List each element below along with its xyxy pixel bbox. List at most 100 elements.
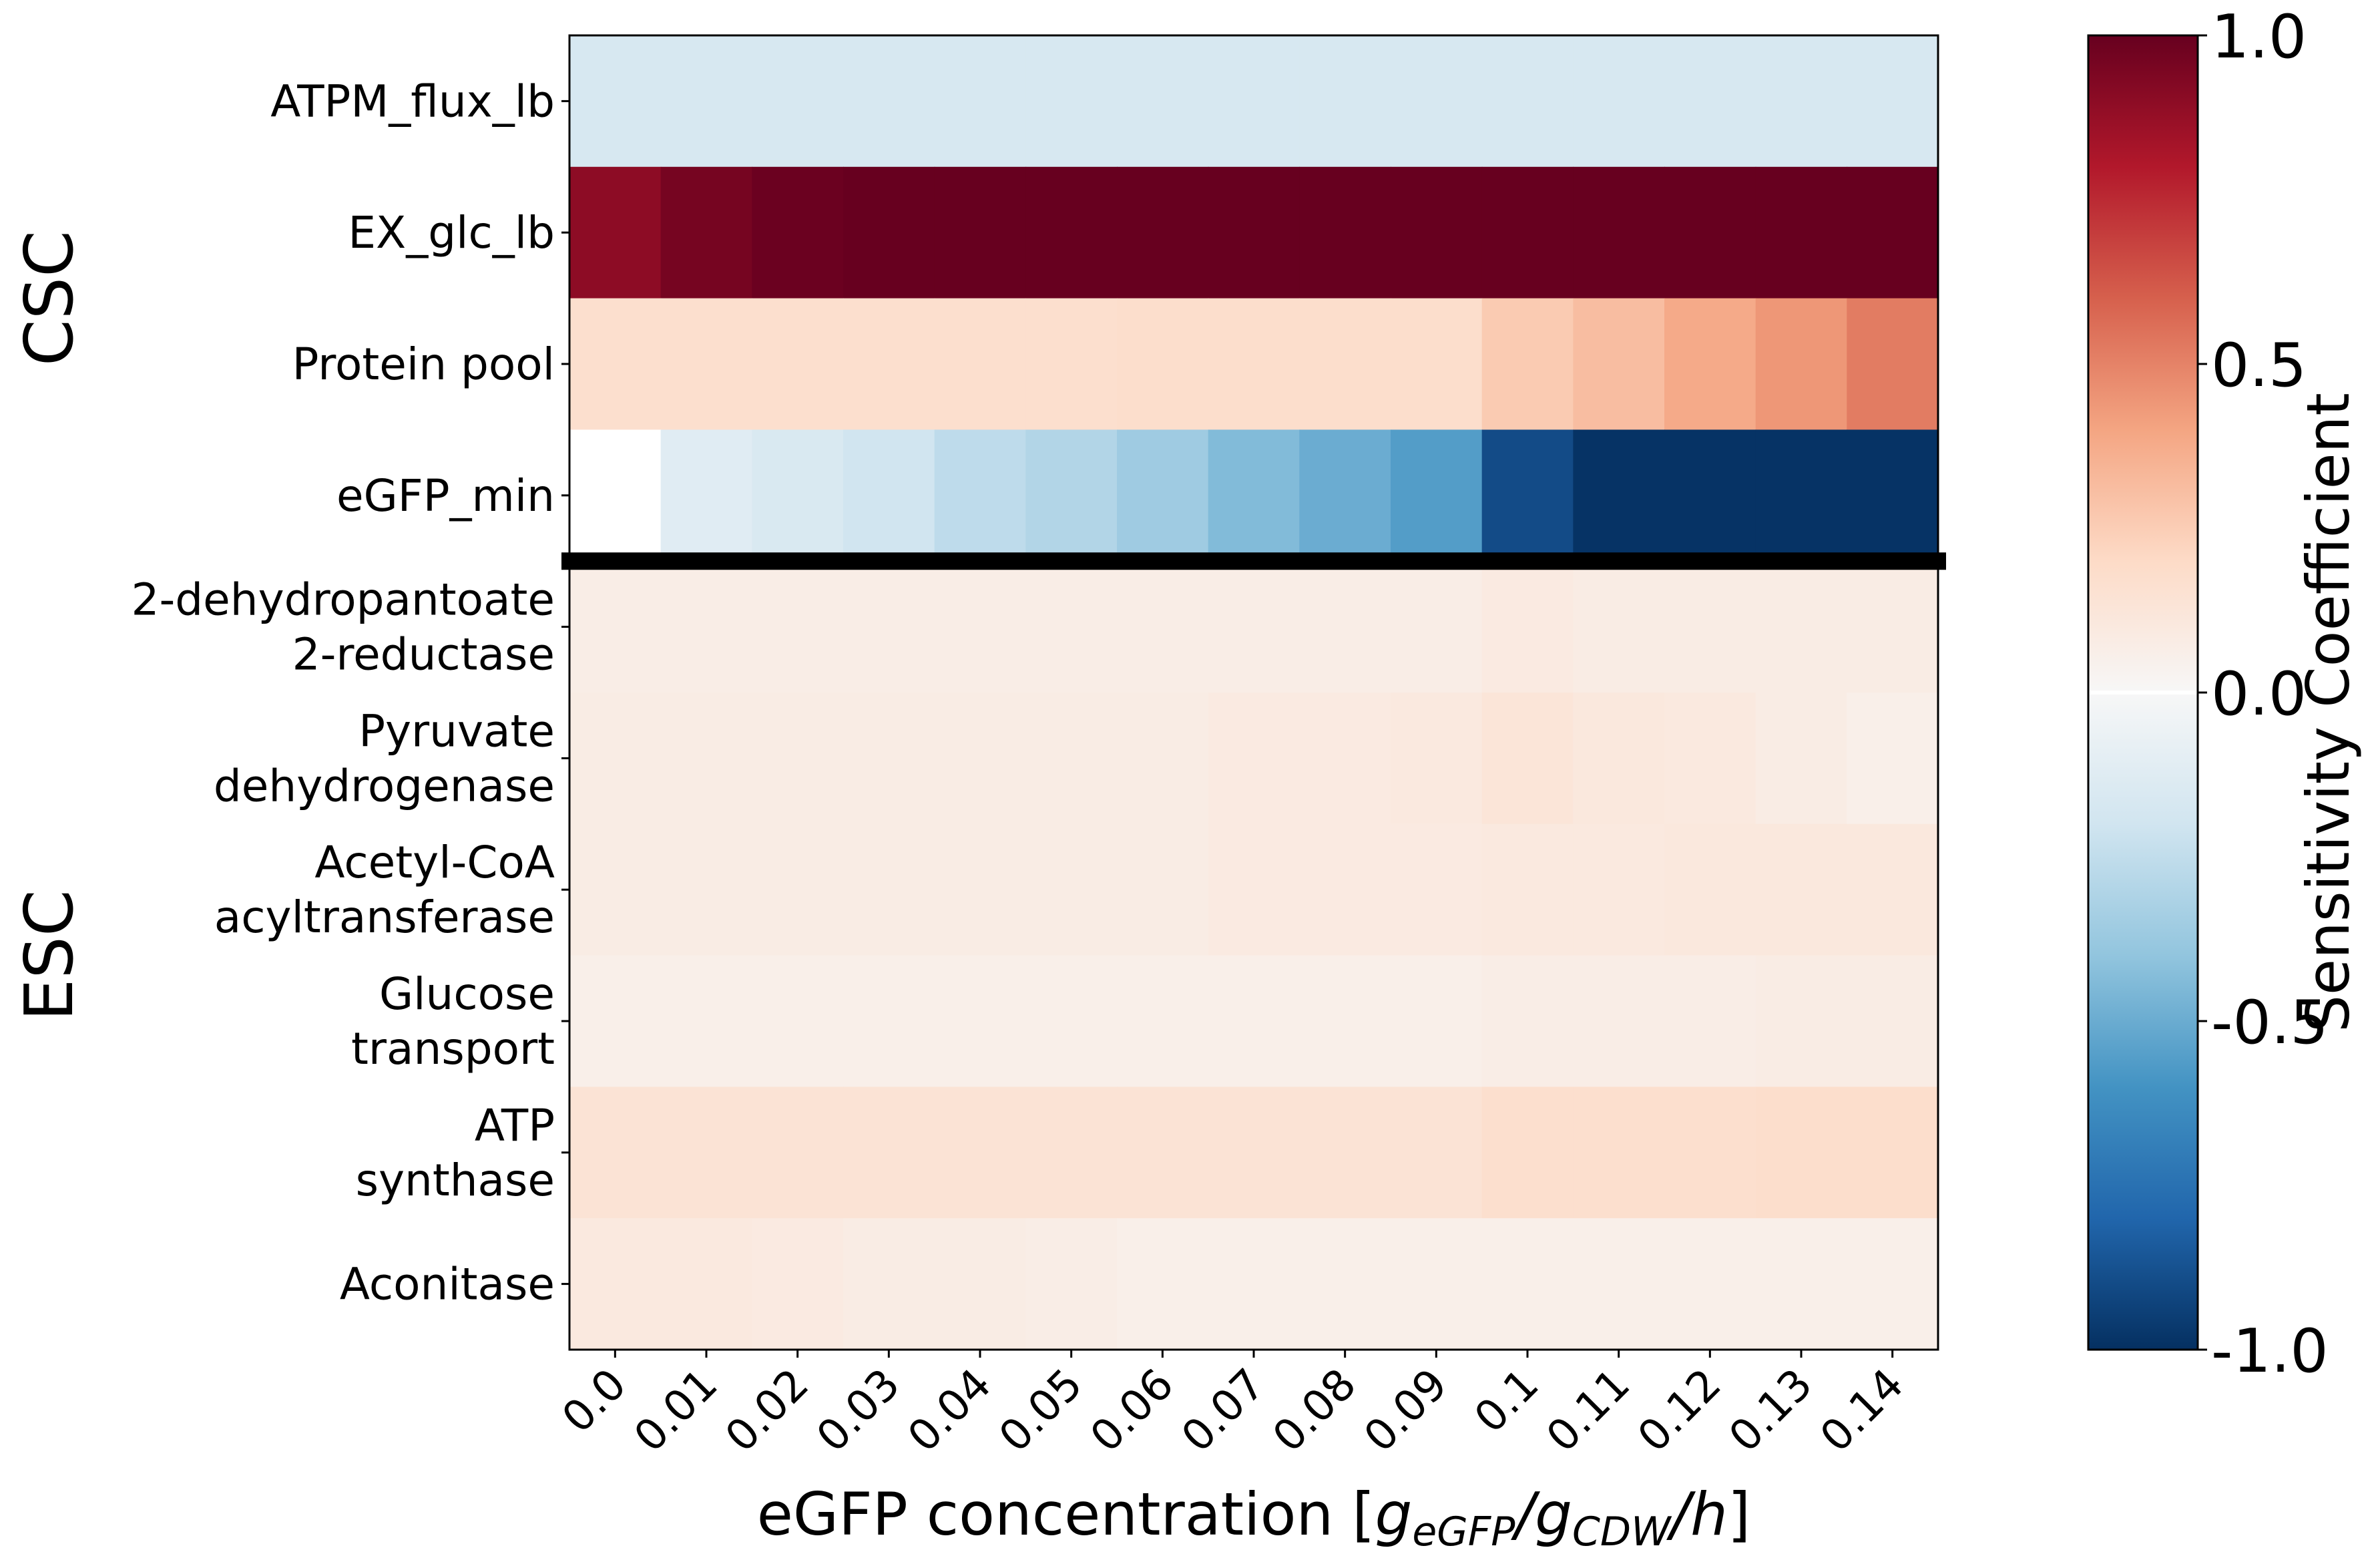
heatmap-cell — [1755, 561, 1848, 693]
heatmap-cell — [1481, 166, 1574, 299]
heatmap-cell — [1208, 298, 1300, 431]
heatmap-cell — [843, 693, 935, 825]
heatmap-cell — [569, 429, 662, 562]
heatmap-cell — [1299, 1087, 1391, 1219]
y-tick-label: EX_glc_lb — [348, 207, 555, 258]
heatmap-cell — [660, 561, 753, 693]
heatmap-cell — [1391, 561, 1483, 693]
group-label: CSC — [10, 230, 88, 366]
colorbar-tick-label: 1.0 — [2211, 2, 2307, 72]
x-tick-label: 0.07 — [1172, 1360, 1274, 1462]
heatmap-cell — [1117, 166, 1209, 299]
heatmap-cell — [1117, 35, 1209, 168]
heatmap-cell — [569, 35, 662, 168]
heatmap-cell — [1025, 166, 1118, 299]
x-tick-label: 0.01 — [625, 1360, 727, 1462]
heatmap-cell — [1025, 693, 1118, 825]
heatmap-cell — [752, 561, 844, 693]
heatmap-cell — [1208, 823, 1300, 956]
heatmap-cell — [1391, 35, 1483, 168]
colorbar-label: Sensitivity Coefficient — [2294, 393, 2363, 1032]
heatmap-cell — [843, 955, 935, 1088]
heatmap-cell — [1847, 1087, 1939, 1219]
x-tick-label: 0.0 — [553, 1360, 636, 1442]
heatmap-cell — [752, 35, 844, 168]
heatmap-cell — [1664, 429, 1756, 562]
x-tick-label: 0.02 — [716, 1360, 818, 1462]
y-tick-label: synthase — [356, 1155, 555, 1206]
heatmap-cell — [1573, 693, 1665, 825]
heatmap-cell — [1664, 693, 1756, 825]
heatmap-cell — [1755, 955, 1848, 1088]
heatmap-cell — [1391, 955, 1483, 1088]
heatmap-cell — [1573, 1087, 1665, 1219]
heatmap-cell — [752, 1087, 844, 1219]
heatmap-cell — [1573, 823, 1665, 956]
y-tick-label: 2-reductase — [292, 629, 555, 681]
heatmap-cell — [1208, 955, 1300, 1088]
x-tick-label: 0.13 — [1720, 1360, 1822, 1462]
heatmap-cell — [934, 298, 1027, 431]
heatmap-cell — [934, 693, 1027, 825]
y-tick-label: Pyruvate — [359, 705, 555, 757]
x-axis-ticks: 0.00.010.020.030.040.050.060.070.080.09 0… — [553, 1350, 1913, 1462]
y-tick-label: Acetyl-CoA — [314, 837, 555, 888]
heatmap-cell — [1025, 823, 1118, 956]
heatmap-cell — [1573, 35, 1665, 168]
group-label: ESC — [10, 890, 88, 1020]
heatmap-cell — [569, 1218, 662, 1350]
heatmap-cell — [1755, 166, 1848, 299]
heatmap-cell — [843, 35, 935, 168]
heatmap-cell — [660, 429, 753, 562]
heatmap-cell — [1117, 298, 1209, 431]
heatmap-cell — [934, 429, 1027, 562]
colorbar-tick-label: 0.0 — [2211, 659, 2307, 729]
heatmap-cell — [569, 1087, 662, 1219]
heatmap-cell — [1025, 561, 1118, 693]
heatmap-cell — [843, 166, 935, 299]
x-tick-label: 0.06 — [1082, 1360, 1184, 1462]
heatmap-cell — [1573, 166, 1665, 299]
heatmap-cell — [1755, 298, 1848, 431]
heatmap-cell — [1208, 429, 1300, 562]
heatmap-cell — [1481, 298, 1574, 431]
heatmap-cell — [1573, 298, 1665, 431]
heatmap-cell — [1573, 429, 1665, 562]
y-tick-label: ATP — [475, 1100, 555, 1151]
heatmap-cell — [1208, 1087, 1300, 1219]
heatmap-cell — [1391, 298, 1483, 431]
colorbar-tick-label: -1.0 — [2211, 1316, 2329, 1386]
heatmap-cell — [1117, 823, 1209, 956]
heatmap-cell — [934, 1087, 1027, 1219]
heatmap-cell — [1664, 561, 1756, 693]
x-tick-label: 0.09 — [1355, 1360, 1457, 1462]
heatmap-cell — [569, 166, 662, 299]
x-tick-label: 0.08 — [1264, 1360, 1366, 1462]
y-tick-label: ATPM_flux_lb — [270, 75, 555, 127]
y-tick-label: acyltransferase — [214, 892, 555, 943]
heatmap-cell — [1299, 693, 1391, 825]
heatmap-cell — [1481, 561, 1574, 693]
heatmap-cell — [1481, 823, 1574, 956]
heatmap-cell — [752, 298, 844, 431]
heatmap-cell — [1208, 1218, 1300, 1350]
heatmap-cell — [1847, 429, 1939, 562]
y-tick-label: eGFP_min — [336, 470, 555, 522]
heatmap-cell — [1664, 298, 1756, 431]
heatmap-cell — [569, 561, 662, 693]
heatmap-cell — [1847, 35, 1939, 168]
x-tick-label: 0.11 — [1537, 1360, 1640, 1462]
heatmap-cell — [1664, 1218, 1756, 1350]
heatmap-cell — [752, 429, 844, 562]
heatmap-cell — [1664, 35, 1756, 168]
heatmap-cell — [1117, 955, 1209, 1088]
heatmap-cell — [1573, 561, 1665, 693]
heatmap-cell — [934, 955, 1027, 1088]
x-tick-label: 0.12 — [1629, 1360, 1731, 1462]
heatmap-cell — [660, 1087, 753, 1219]
heatmap-cells — [569, 35, 1939, 1350]
heatmap-cell — [1299, 298, 1391, 431]
heatmap-cell — [1299, 823, 1391, 956]
heatmap-cell — [1847, 823, 1939, 956]
heatmap-cell — [843, 561, 935, 693]
